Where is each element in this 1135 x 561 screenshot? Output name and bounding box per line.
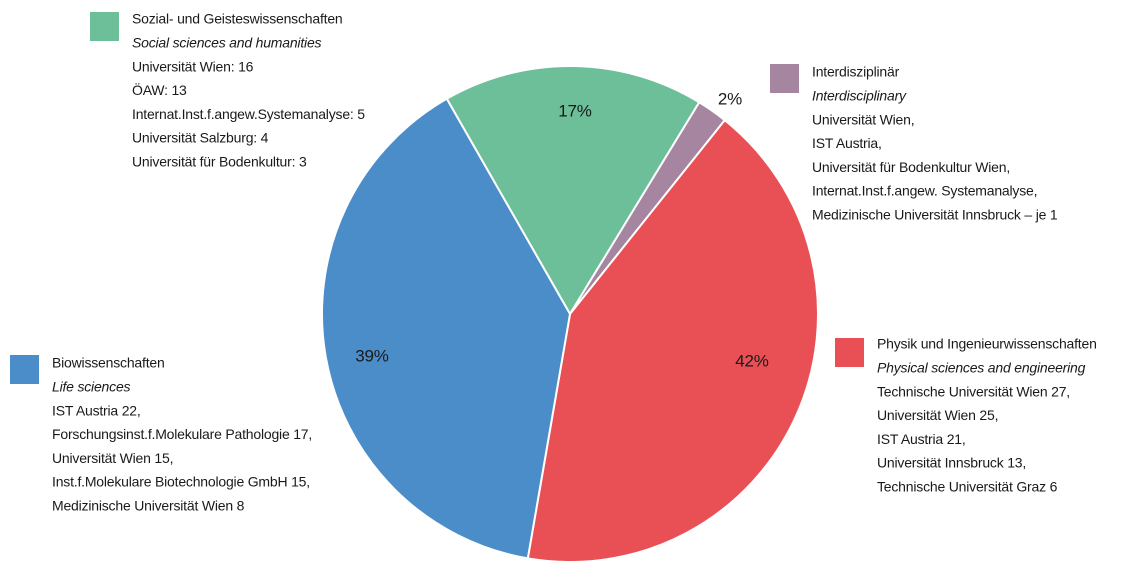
slice-label: 17% xyxy=(558,101,592,120)
legend-detail: Medizinische Universität Wien 8 xyxy=(52,498,245,514)
legend-label-en: Social sciences and humanities xyxy=(132,35,322,51)
legend-detail: Universität Innsbruck 13, xyxy=(877,455,1026,471)
legend-detail: Universität Salzburg: 4 xyxy=(132,130,269,146)
legend-detail: Universität Wien: 16 xyxy=(132,58,254,74)
pie-slice xyxy=(526,118,819,561)
legend-detail: Technische Universität Wien 27, xyxy=(877,383,1070,399)
legend-label-en: Life sciences xyxy=(52,379,131,395)
pie-slice xyxy=(321,97,572,560)
legend-detail: Universität für Bodenkultur Wien, xyxy=(812,159,1010,175)
legend-detail: IST Austria, xyxy=(812,135,882,151)
legend-detail: Universität für Bodenkultur: 3 xyxy=(132,154,307,170)
slice-label: 42% xyxy=(735,351,769,370)
legend-swatch xyxy=(10,355,39,384)
slice-label: 2% xyxy=(718,89,742,108)
legend-detail: Universität Wien, xyxy=(812,111,914,127)
legend-label-en: Interdisciplinary xyxy=(812,88,907,104)
legend-detail: Medizinische Universität Innsbruck – je … xyxy=(812,207,1058,223)
legend-swatch xyxy=(835,338,864,367)
legend-detail: IST Austria 21, xyxy=(877,431,966,447)
legend-detail: Inst.f.Molekulare Biotechnologie GmbH 15… xyxy=(52,474,310,490)
legend-label: Interdisziplinär xyxy=(812,64,900,80)
legend-detail: Internat.Inst.f.angew.Systemanalyse: 5 xyxy=(132,106,365,122)
legend-detail: ÖAW: 13 xyxy=(132,81,187,98)
legend-label: Physik und Ingenieurwissenschaften xyxy=(877,336,1097,352)
legend-swatch xyxy=(770,64,799,93)
legend-label-en: Physical sciences and engineering xyxy=(877,360,1086,376)
legend-label: Sozial- und Geisteswissenschaften xyxy=(132,11,343,27)
legend-swatch xyxy=(90,12,119,41)
legend-detail: Technische Universität Graz 6 xyxy=(877,479,1058,495)
legend-detail: IST Austria 22, xyxy=(52,402,141,418)
legend-label: Biowissenschaften xyxy=(52,355,165,371)
legend-detail: Universität Wien 15, xyxy=(52,450,173,466)
legend-detail: Forschungsinst.f.Molekulare Pathologie 1… xyxy=(52,426,312,442)
pie-slice xyxy=(445,65,701,316)
slice-label: 39% xyxy=(355,346,389,365)
legend-detail: Internat.Inst.f.angew. Systemanalyse, xyxy=(812,183,1037,199)
legend-detail: Universität Wien 25, xyxy=(877,407,998,423)
